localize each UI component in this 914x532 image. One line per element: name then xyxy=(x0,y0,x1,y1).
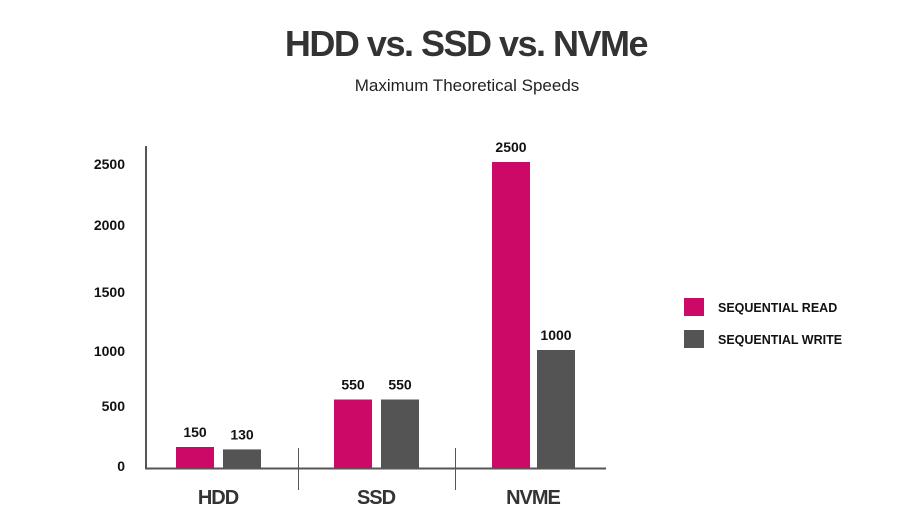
legend: SEQUENTIAL READ SEQUENTIAL WRITE xyxy=(684,298,842,348)
y-tick-label: 1500 xyxy=(94,284,125,300)
bar-ssd-write xyxy=(381,399,419,468)
legend-label: SEQUENTIAL WRITE xyxy=(718,333,842,347)
y-tick-label: 0 xyxy=(117,458,125,474)
y-axis-ticks: 0 500 1000 1500 2000 2500 xyxy=(94,156,125,474)
bar-nvme-read xyxy=(492,162,530,468)
chart-title: HDD vs. SSD vs. NVMe xyxy=(285,23,648,64)
x-category-label: SSD xyxy=(357,487,396,509)
data-label: 150 xyxy=(183,424,207,440)
data-label: 2500 xyxy=(495,139,526,155)
y-tick-label: 500 xyxy=(102,398,126,414)
bar-hdd-read xyxy=(176,447,214,468)
bar-hdd-write xyxy=(223,449,261,468)
legend-swatch xyxy=(684,298,704,316)
bar-ssd-read xyxy=(334,399,372,468)
chart-subtitle: Maximum Theoretical Speeds xyxy=(355,76,580,95)
bar-nvme-write xyxy=(537,350,575,468)
data-label: 550 xyxy=(388,377,412,393)
x-axis-categories: HDD SSD NVME xyxy=(198,487,562,509)
bars xyxy=(176,162,575,468)
data-labels: 150 550 2500 130 550 1000 xyxy=(183,139,571,442)
y-tick-label: 1000 xyxy=(94,343,125,359)
data-label: 130 xyxy=(230,426,254,442)
x-category-label: NVME xyxy=(506,487,560,509)
y-tick-label: 2500 xyxy=(94,156,125,172)
legend-swatch xyxy=(684,330,704,348)
x-category-label: HDD xyxy=(198,487,239,509)
data-label: 1000 xyxy=(540,327,571,343)
y-tick-label: 2000 xyxy=(94,217,125,233)
legend-label: SEQUENTIAL READ xyxy=(718,301,837,315)
data-label: 550 xyxy=(341,377,365,393)
